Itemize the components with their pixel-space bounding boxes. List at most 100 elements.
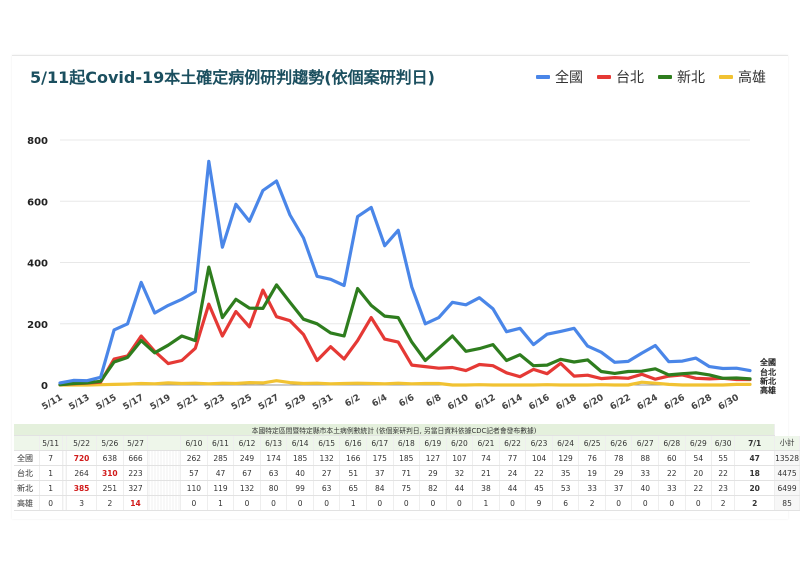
table-cell: 22 xyxy=(685,480,713,496)
table-row: 高雄 0 3 2 14 0 1 0 0 0 0 1 0 0 0 0 1 0 9 6 2 0 0 0 0 2 2 85 xyxy=(14,495,800,511)
legend-label-taipei: 台北 xyxy=(616,70,644,86)
table-cell: 53 xyxy=(552,480,580,496)
legend-item-taipei: 台北 xyxy=(597,67,644,87)
row-label: 台北 xyxy=(14,465,40,481)
x-tick-label: 5/29 xyxy=(284,393,308,413)
table-cell: 2 xyxy=(734,495,776,511)
table-cell: 27 xyxy=(313,465,341,481)
table-cell: 57 xyxy=(180,465,208,481)
header-cell: 6/10 xyxy=(180,435,208,451)
x-tick-label: 6/12 xyxy=(473,393,497,413)
header-cell: 6/20 xyxy=(446,435,474,451)
header-cell: 6/18 xyxy=(393,435,421,451)
table-cell: 13528 xyxy=(774,450,800,466)
end-label-kaohsiung: 高雄 xyxy=(760,385,776,395)
legend-item-all: 全國 xyxy=(536,67,583,87)
table-cell: 720 xyxy=(66,450,98,466)
table-cell: 185 xyxy=(393,450,421,466)
header-cell xyxy=(14,435,40,451)
header-cell: 6/28 xyxy=(658,435,686,451)
table-cell: 175 xyxy=(366,450,394,466)
table-cell: 310 xyxy=(96,465,124,481)
gap-cell xyxy=(62,465,68,481)
table-cell: 0 xyxy=(180,495,208,511)
table-cell: 127 xyxy=(419,450,447,466)
table-cell: 63 xyxy=(260,465,288,481)
header-cell: 6/30 xyxy=(711,435,736,451)
table-cell: 119 xyxy=(207,480,235,496)
table-cell: 67 xyxy=(233,465,261,481)
row-label: 高雄 xyxy=(14,495,40,511)
table-cell: 21 xyxy=(472,465,500,481)
x-tick-label: 6/14 xyxy=(500,393,524,413)
gap-cell xyxy=(62,495,68,511)
table-cell: 88 xyxy=(631,450,659,466)
y-tick-label: 0 xyxy=(41,381,48,392)
table-cell: 0 xyxy=(658,495,686,511)
table-cell: 0 xyxy=(233,495,261,511)
legend-item-kaohsiung: 高雄 xyxy=(719,67,766,87)
table-cell: 0 xyxy=(685,495,713,511)
table-cell: 84 xyxy=(366,480,394,496)
table-cell: 23 xyxy=(711,480,736,496)
table-cell: 4475 xyxy=(774,465,800,481)
table-cell: 33 xyxy=(578,480,606,496)
end-label-newtaipei: 新北 xyxy=(760,376,776,386)
table-cell: 0 xyxy=(393,495,421,511)
table-cell: 65 xyxy=(339,480,367,496)
table-cell: 7 xyxy=(39,450,63,466)
x-tick-label: 6/16 xyxy=(527,393,551,413)
table-cell: 40 xyxy=(286,465,314,481)
table-row: 全國 7 720 638 666 262 285 249 174 185 132 166 175 185 1… xyxy=(14,450,800,466)
table-cell: 47 xyxy=(734,450,776,466)
header-cell: 6/23 xyxy=(525,435,553,451)
x-tick-label: 5/25 xyxy=(230,393,254,413)
table-cell: 1 xyxy=(39,480,63,496)
table-cell: 6 xyxy=(552,495,580,511)
x-tick-label: 6/26 xyxy=(663,393,687,413)
table-cell: 29 xyxy=(605,465,633,481)
table-cell: 85 xyxy=(774,495,800,511)
table-cell: 44 xyxy=(446,480,474,496)
table-cell: 40 xyxy=(631,480,659,496)
table-cell: 2 xyxy=(96,495,124,511)
table-cell: 1 xyxy=(472,495,500,511)
x-tick-label: 5/11 xyxy=(40,393,64,413)
x-tick-label: 5/15 xyxy=(94,393,118,413)
table-cell: 0 xyxy=(366,495,394,511)
table-cell: 99 xyxy=(286,480,314,496)
header-cell: 6/17 xyxy=(366,435,394,451)
table-cell: 29 xyxy=(419,465,447,481)
table-cell: 54 xyxy=(685,450,713,466)
gap-cell xyxy=(62,450,68,466)
header-cell: 小計 xyxy=(774,435,800,451)
table-cell: 37 xyxy=(366,465,394,481)
table-cell: 0 xyxy=(605,495,633,511)
header-cell: 6/21 xyxy=(472,435,500,451)
table-cell: 251 xyxy=(96,480,124,496)
table-cell: 0 xyxy=(499,495,527,511)
table-cell: 104 xyxy=(525,450,553,466)
header-cell: 5/11 xyxy=(39,435,63,451)
table-cell: 38 xyxy=(472,480,500,496)
table-cell: 22 xyxy=(711,465,736,481)
table-cell: 107 xyxy=(446,450,474,466)
table-cell: 264 xyxy=(66,465,98,481)
stats-table: 本國特定區間暨特定縣市本土病例數統計 (依個案研判日, 另當日資料依據CDC記者… xyxy=(14,424,800,511)
x-tick-label: 6/24 xyxy=(636,393,660,413)
table-cell: 60 xyxy=(658,450,686,466)
x-tick-label: 6/22 xyxy=(609,393,633,413)
table-cell: 24 xyxy=(499,465,527,481)
table-cell: 638 xyxy=(96,450,124,466)
gap-cell xyxy=(62,480,68,496)
table-cell: 666 xyxy=(123,450,149,466)
table-cell: 80 xyxy=(260,480,288,496)
y-tick-label: 800 xyxy=(27,136,48,147)
gap-cell xyxy=(147,495,182,511)
gap-cell xyxy=(147,480,182,496)
table-cell: 385 xyxy=(66,480,98,496)
header-cell: 6/14 xyxy=(286,435,314,451)
legend-swatch-all xyxy=(536,75,550,79)
y-tick-label: 400 xyxy=(27,259,48,270)
legend-swatch-kaohsiung xyxy=(719,75,733,79)
